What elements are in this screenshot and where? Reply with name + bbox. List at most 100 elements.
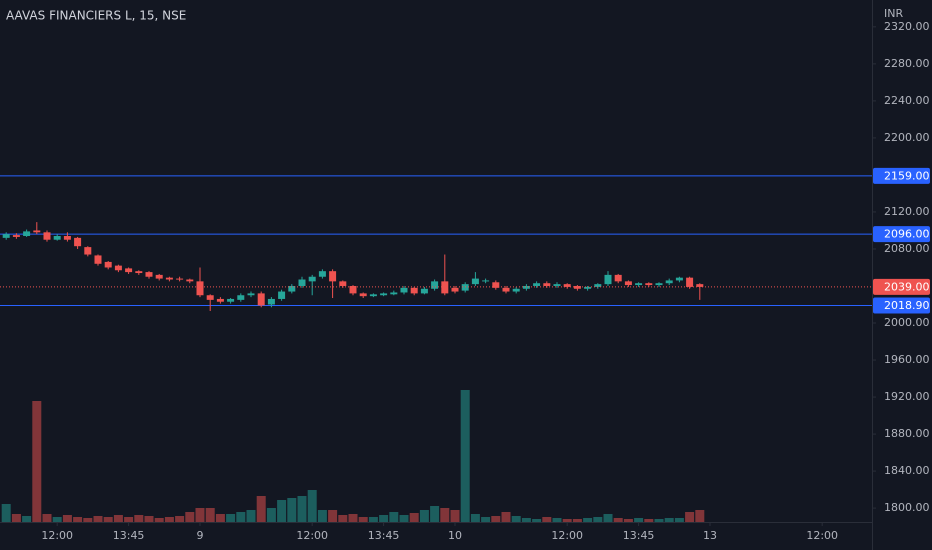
volume-bar (440, 508, 450, 522)
price-label-box (873, 226, 930, 243)
volume-bar (542, 517, 552, 522)
y-tick-label: 1880.00 (884, 427, 930, 440)
volume-bar (552, 518, 562, 522)
candle-body (645, 283, 653, 286)
volume-bar (603, 514, 613, 522)
candle-body (12, 235, 20, 237)
volume-bar (634, 518, 644, 522)
volume-bar (328, 510, 338, 522)
volume-bar (368, 517, 378, 522)
candle-body (686, 277, 694, 287)
candle-body (176, 278, 184, 280)
volume-bar (246, 510, 256, 522)
candle-body (380, 293, 388, 296)
x-tick-label: 13 (703, 529, 717, 542)
volume-bar (409, 513, 419, 522)
candle-body (492, 282, 500, 288)
candle-body (186, 279, 194, 282)
chart-title: AAVAS FINANCIERS L, 15, NSE (6, 9, 186, 23)
candle-body (63, 236, 71, 240)
y-tick-label: 2120.00 (884, 205, 930, 218)
volume-bar (73, 517, 83, 522)
candle-body (318, 271, 326, 277)
candle-body (298, 279, 306, 286)
volume-bar (338, 515, 348, 522)
volume-bar (1, 504, 11, 522)
y-tick-label: 2240.00 (884, 94, 930, 107)
volume-bar (664, 518, 674, 522)
volume-bar (389, 512, 399, 522)
candle-body (206, 295, 214, 300)
volume-bar (613, 518, 623, 522)
volume-bar (164, 517, 174, 522)
candle-body (125, 268, 133, 273)
volume-bar (501, 512, 511, 522)
candle-body (145, 272, 153, 277)
x-tick-label: 12:00 (41, 529, 73, 542)
price-label: 2018.90 (884, 299, 930, 312)
y-tick-label: 2280.00 (884, 57, 930, 70)
volume-bar (32, 401, 42, 522)
candle-body (573, 285, 581, 289)
candle-body (74, 237, 82, 247)
candle-body (390, 292, 398, 295)
y-tick-label: 1920.00 (884, 390, 930, 403)
price-label: 2096.00 (884, 228, 930, 241)
candle-body (400, 287, 408, 293)
last-price-label: 2039.00 (884, 280, 930, 293)
candle-body (43, 232, 51, 240)
y-tick-label: 1840.00 (884, 464, 930, 477)
price-label-box (873, 167, 930, 184)
candle-body (655, 283, 663, 286)
candle-body (410, 287, 418, 294)
volume-bar (674, 518, 684, 522)
volume-bar (236, 512, 246, 522)
candle-body (533, 283, 541, 286)
volume-bar (52, 517, 62, 522)
volume-bar (205, 508, 215, 522)
volume-bar (277, 500, 287, 522)
y-tick-label: 1800.00 (884, 501, 930, 514)
candle-body (543, 283, 551, 286)
candle-body (604, 274, 612, 285)
volume-bar (83, 518, 93, 522)
candle-body (135, 271, 143, 274)
candle-body (635, 283, 643, 286)
candle-body (114, 265, 122, 271)
volume-bar (124, 517, 134, 522)
candle-body (237, 295, 245, 300)
candle-body (431, 281, 439, 289)
volume-bar (583, 518, 593, 522)
volume-bar (358, 517, 368, 522)
last-price-box (873, 278, 930, 295)
volume-bar (481, 517, 491, 522)
volume-bar (450, 510, 460, 522)
volume-bar (287, 498, 297, 522)
candle-body (665, 280, 673, 284)
candle-body (339, 281, 347, 286)
candle-body (451, 287, 459, 292)
volume-bar (215, 514, 225, 522)
candle-body (227, 298, 235, 302)
x-tick-label: 10 (448, 529, 462, 542)
x-tick-label: 13:45 (623, 529, 655, 542)
volume-bar (185, 512, 195, 522)
plot-area (0, 175, 872, 522)
volume-bar (644, 519, 654, 522)
volume-bar (42, 514, 52, 522)
candle-body (522, 285, 530, 289)
candle-body (33, 230, 41, 233)
volume-bar (399, 515, 409, 522)
volume-bar (470, 514, 480, 522)
candle-body (696, 284, 704, 287)
candle-body (512, 288, 520, 292)
candle-body (196, 281, 204, 296)
y-tick-label: 2000.00 (884, 316, 930, 329)
volume-bar (348, 514, 358, 522)
candle-body (155, 274, 163, 279)
candle-body (84, 247, 92, 255)
y-tick-label: 2200.00 (884, 131, 930, 144)
x-tick-label: 12:00 (551, 529, 583, 542)
candle-body (23, 231, 31, 237)
volume-bar (593, 517, 603, 522)
